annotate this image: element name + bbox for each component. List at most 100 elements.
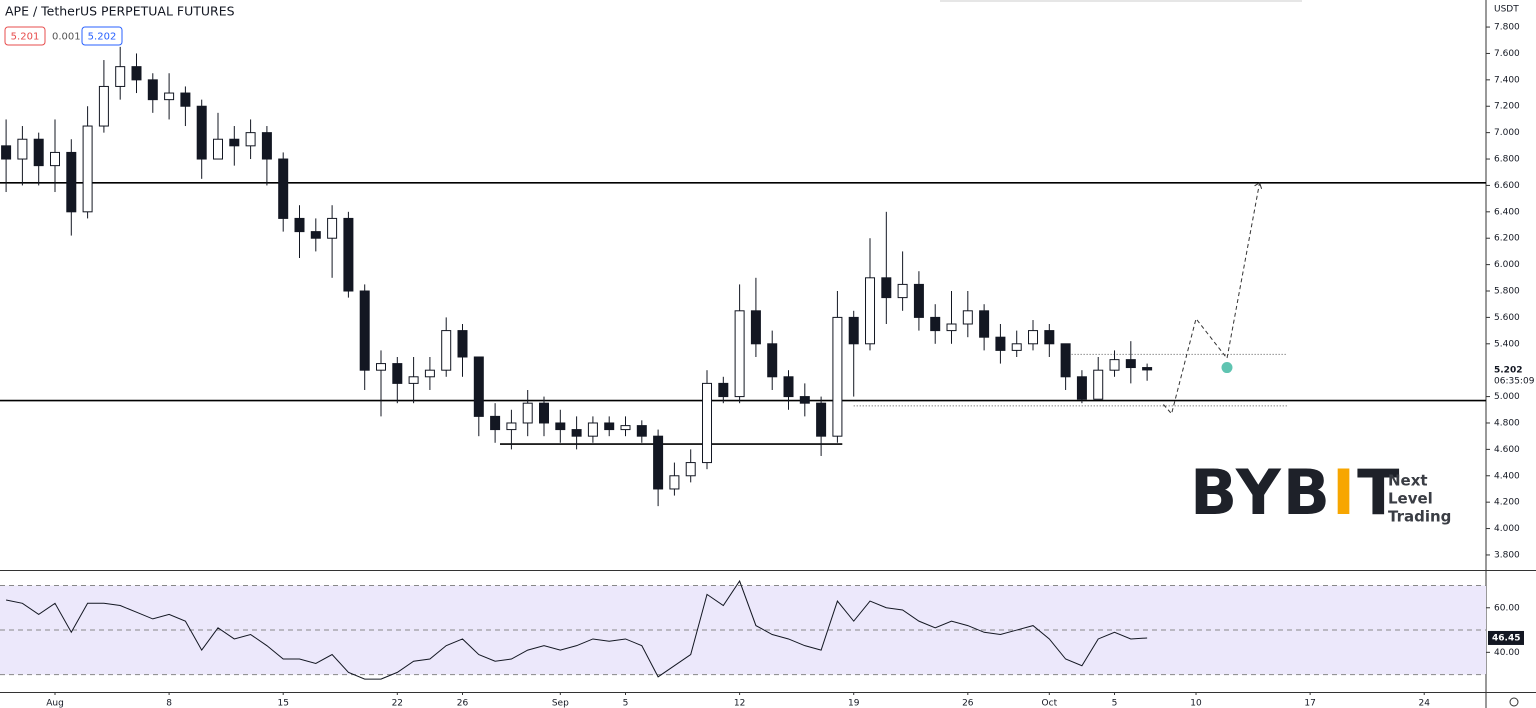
x-tick-label: Aug bbox=[46, 699, 64, 708]
candle-body bbox=[115, 66, 126, 87]
x-tick-label: 10 bbox=[1190, 699, 1202, 708]
candle-body bbox=[17, 138, 28, 160]
y-tick-label: 5.600 bbox=[1494, 313, 1520, 323]
candle-body bbox=[473, 356, 484, 417]
candle-body bbox=[832, 316, 843, 437]
candle-body bbox=[555, 422, 566, 431]
candle-body bbox=[376, 363, 387, 371]
bid-box bbox=[4, 26, 46, 46]
candle-body bbox=[164, 92, 175, 101]
candle-body bbox=[261, 132, 272, 160]
y-tick-label: 4.600 bbox=[1494, 445, 1520, 455]
candle-body bbox=[587, 422, 598, 437]
candle-body bbox=[620, 425, 631, 431]
candle-body bbox=[147, 79, 158, 101]
currency: USDT bbox=[1494, 5, 1519, 15]
watermark-tagline: Next bbox=[1388, 472, 1428, 490]
candle-body bbox=[196, 105, 207, 160]
candle-body bbox=[490, 415, 501, 431]
candle-body bbox=[1044, 330, 1055, 345]
candle-body bbox=[669, 475, 680, 490]
candle-body bbox=[441, 330, 452, 371]
watermark-tagline: Trading bbox=[1388, 508, 1451, 526]
candle-body bbox=[636, 425, 647, 437]
projection-path bbox=[1163, 182, 1261, 415]
candle-body bbox=[294, 217, 305, 233]
x-tick-label: 22 bbox=[392, 699, 403, 708]
candle-body bbox=[408, 376, 419, 384]
candle-body bbox=[278, 158, 289, 219]
last-price: 5.202 bbox=[1494, 365, 1522, 375]
candle-body bbox=[848, 316, 859, 345]
x-tick-label: 5 bbox=[623, 699, 629, 708]
candle-body bbox=[685, 462, 696, 477]
candle-body bbox=[881, 277, 892, 299]
candle-body bbox=[310, 231, 321, 239]
candle-body bbox=[1028, 330, 1039, 345]
x-tick-label: 12 bbox=[734, 699, 745, 708]
y-tick-label: 6.400 bbox=[1494, 207, 1520, 217]
candle-body bbox=[816, 402, 827, 437]
toolbar-edge bbox=[940, 0, 1302, 2]
candle-body bbox=[962, 310, 973, 325]
candle-body bbox=[82, 125, 93, 213]
rsi-value: 46.45 bbox=[1492, 633, 1520, 643]
brand-letter: B bbox=[1283, 456, 1332, 529]
candle-body bbox=[1125, 359, 1136, 369]
brand-letter: B bbox=[1190, 456, 1236, 529]
candle-body bbox=[930, 316, 941, 332]
candle-body bbox=[604, 422, 615, 431]
x-tick-label: 8 bbox=[166, 699, 172, 708]
candle-body bbox=[653, 435, 664, 490]
candle-body bbox=[506, 422, 517, 431]
candle-body bbox=[229, 138, 240, 147]
spread: 0.001 bbox=[52, 32, 81, 43]
y-tick-label: 5.800 bbox=[1494, 287, 1520, 297]
rsi-line bbox=[5, 579, 1148, 680]
candle-body bbox=[392, 363, 403, 384]
candle-body bbox=[1060, 343, 1071, 378]
x-tick-label: 19 bbox=[848, 699, 860, 708]
candle-body bbox=[799, 396, 810, 404]
y-tick-label: 7.600 bbox=[1494, 49, 1520, 59]
candle-body bbox=[979, 310, 990, 338]
y-tick-label: 6.800 bbox=[1494, 155, 1520, 165]
brand-letter: Y bbox=[1235, 456, 1283, 529]
watermark-brand: BYBIT bbox=[1190, 456, 1401, 529]
ask: 5.202 bbox=[88, 32, 117, 43]
y-tick-label: 7.400 bbox=[1494, 75, 1520, 85]
candle-body bbox=[457, 330, 468, 358]
candle-body bbox=[424, 369, 435, 378]
ask-box bbox=[81, 26, 123, 46]
y-tick-label: 3.800 bbox=[1494, 550, 1520, 560]
y-tick-label: 6.000 bbox=[1494, 260, 1520, 270]
settings-icon[interactable] bbox=[1509, 697, 1519, 707]
marker bbox=[1221, 362, 1233, 374]
candle-body bbox=[131, 66, 142, 81]
candle-body bbox=[522, 402, 533, 424]
y-tick-label: 7.800 bbox=[1494, 23, 1520, 33]
candle-body bbox=[734, 310, 745, 398]
bid: 5.201 bbox=[11, 32, 40, 43]
candle-body bbox=[1, 145, 12, 160]
candle-body bbox=[1076, 376, 1087, 400]
y-tick-label: 4.400 bbox=[1494, 471, 1520, 481]
candle-body bbox=[1093, 369, 1104, 400]
y-tick-label: 6.200 bbox=[1494, 234, 1520, 244]
candle-body bbox=[327, 217, 338, 239]
x-tick-label: 15 bbox=[277, 699, 288, 708]
candle-body bbox=[66, 151, 77, 213]
candle-body bbox=[1109, 359, 1120, 371]
x-tick-label: 26 bbox=[457, 699, 469, 708]
candle-body bbox=[702, 382, 713, 464]
candle-body bbox=[767, 343, 778, 378]
symbol-title: APE / TetherUS PERPETUAL FUTURES bbox=[5, 4, 235, 19]
brand-letter: I bbox=[1332, 456, 1357, 529]
x-tick-label: 24 bbox=[1418, 699, 1430, 708]
candle-body bbox=[1011, 343, 1022, 351]
x-tick-label: Oct bbox=[1042, 699, 1058, 708]
x-tick-label: 5 bbox=[1112, 699, 1118, 708]
rsi-value-box bbox=[1488, 630, 1524, 645]
candle-body bbox=[897, 283, 908, 299]
